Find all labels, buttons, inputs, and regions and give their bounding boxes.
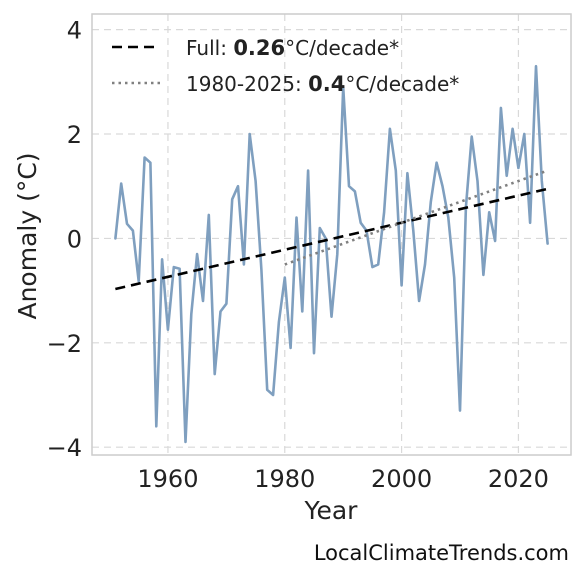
legend: Full: 0.26°C/decade* 1980-2025: 0.4°C/de… xyxy=(112,36,459,96)
tick-labels: 1960 1980 2000 2020 −4 −2 0 2 4 xyxy=(47,17,549,493)
y-tick-label: 4 xyxy=(67,17,82,45)
legend-full-unit: °C/decade* xyxy=(285,36,399,60)
x-tick-label: 2020 xyxy=(488,465,549,493)
trend-line-full xyxy=(115,187,548,291)
x-axis-label: Year xyxy=(304,496,359,525)
y-axis-label: Anomaly (°C) xyxy=(13,152,42,319)
x-tick-label: 1960 xyxy=(137,465,198,493)
grid xyxy=(92,14,571,455)
series-lines xyxy=(114,64,549,444)
legend-entry-recent: 1980-2025: 0.4°C/decade* xyxy=(186,72,459,96)
trend-line-recent xyxy=(284,169,549,266)
watermark: LocalClimateTrends.com xyxy=(314,541,569,565)
y-tick-label: 0 xyxy=(67,225,82,253)
legend-full-rate: 0.26 xyxy=(233,36,285,60)
anomaly-series-line xyxy=(114,64,549,444)
y-tick-label: −4 xyxy=(47,434,82,462)
x-tick-label: 1980 xyxy=(254,465,315,493)
legend-entry-full: Full: 0.26°C/decade* xyxy=(186,36,399,60)
x-tick-label: 2000 xyxy=(371,465,432,493)
y-tick-label: 2 xyxy=(67,121,82,149)
y-tick-label: −2 xyxy=(47,330,82,358)
legend-recent-rate: 0.4 xyxy=(308,72,345,96)
legend-full-name: Full xyxy=(186,36,220,60)
legend-recent-unit: °C/decade* xyxy=(345,72,459,96)
legend-recent-name: 1980-2025 xyxy=(186,72,295,96)
plot-frame xyxy=(91,13,572,456)
